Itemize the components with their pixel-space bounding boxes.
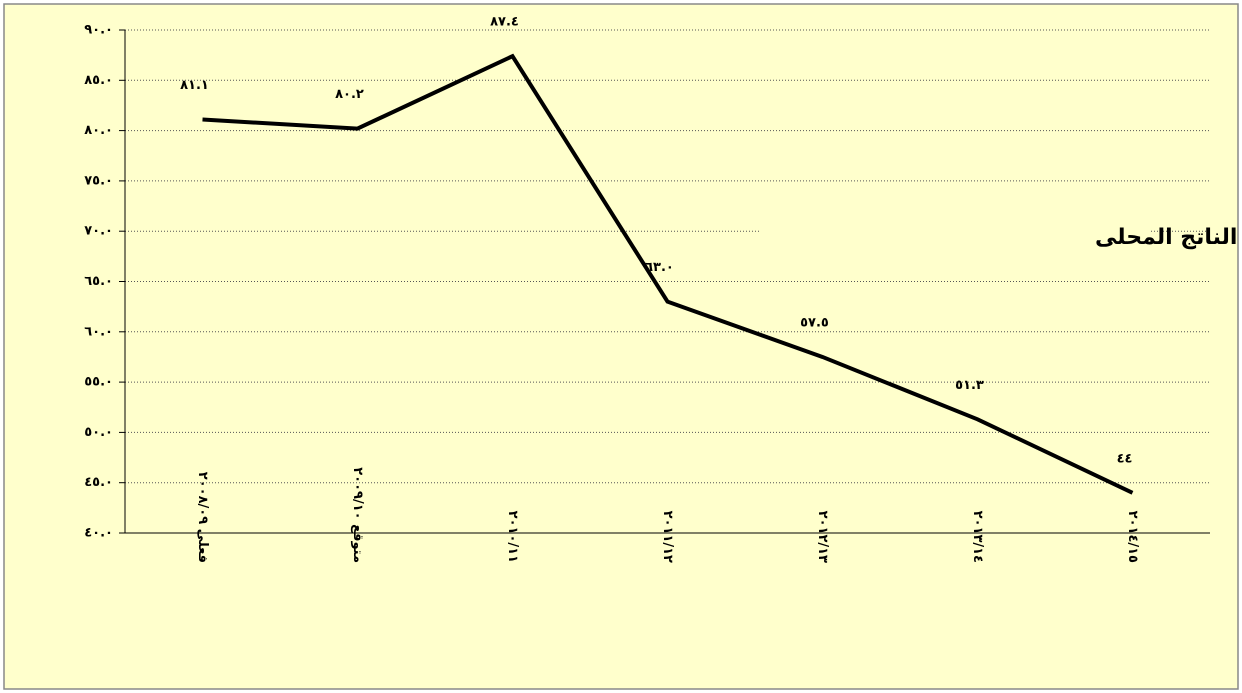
chart-background xyxy=(3,3,1239,690)
annotation-background xyxy=(760,212,1150,264)
y-tick-label: ٥٥.٠ xyxy=(84,375,113,390)
y-tick-label: ٦٠.٠ xyxy=(84,324,113,339)
data-label: ٨١.١ xyxy=(180,78,209,93)
data-label: ٥١.٣ xyxy=(955,378,984,393)
y-tick-label: ٧٥.٠ xyxy=(84,173,113,188)
y-tick-label: ٤٠.٠ xyxy=(84,526,113,541)
y-tick-label: ٨٠.٠ xyxy=(84,123,113,138)
x-tick-label: ٢٠١٤/١٥ xyxy=(1125,511,1140,563)
x-tick-label: ٢٠١١/١٢ xyxy=(660,511,675,563)
data-label: ٨٠.٢ xyxy=(335,87,364,102)
x-tick-label: متوقع ٢٠٠٩/١٠ xyxy=(350,467,365,563)
data-label: ٥٧.٥ xyxy=(800,315,829,330)
data-label: ٨٧.٤ xyxy=(490,15,519,30)
y-tick-label: ٤٥.٠ xyxy=(84,475,113,490)
y-tick-label: ٩٠.٠ xyxy=(84,23,113,38)
y-tick-label: ٧٠.٠ xyxy=(84,224,113,239)
x-tick-label: ٢٠١٢/١٣ xyxy=(815,511,830,563)
x-tick-label: ٢٠١٣/١٤ xyxy=(970,511,985,563)
data-label: ٤٤ xyxy=(1117,451,1133,466)
x-tick-label: ٢٠١٠/١١ xyxy=(505,511,520,563)
y-tick-label: ٥٠.٠ xyxy=(84,425,113,440)
annotation: نسبة إلى الناتج المحلى xyxy=(1095,225,1242,250)
data-label: ٦٣.٠ xyxy=(645,260,674,275)
x-tick-label: فعلى ٢٠٠٨/٠٩ xyxy=(195,472,210,563)
line xyxy=(202,53,1134,495)
y-tick-label: ٦٥.٠ xyxy=(84,274,113,289)
y-tick-label: ٨٥.٠ xyxy=(84,73,113,88)
